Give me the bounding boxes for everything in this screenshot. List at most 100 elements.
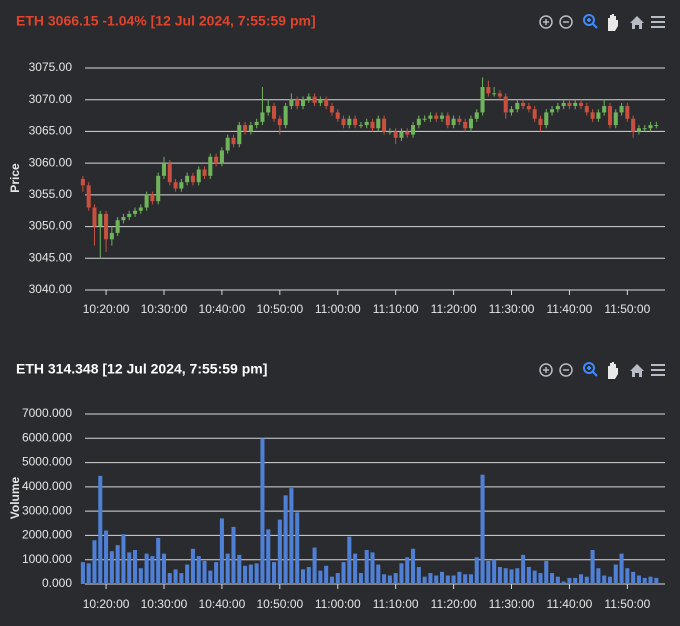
bar bbox=[596, 568, 601, 584]
bar bbox=[104, 530, 109, 584]
bar bbox=[480, 474, 485, 584]
bar bbox=[161, 553, 167, 584]
bar bbox=[405, 557, 410, 584]
bar bbox=[468, 574, 473, 584]
candle-body bbox=[208, 156, 213, 176]
candle-body bbox=[474, 112, 479, 119]
reset[interactable] bbox=[630, 364, 644, 377]
zoom-in[interactable] bbox=[539, 363, 553, 377]
candle-body bbox=[214, 156, 219, 164]
x-tick-label: 11:00:00 bbox=[315, 597, 361, 611]
bar bbox=[156, 537, 161, 584]
bar bbox=[492, 559, 497, 584]
menu[interactable] bbox=[651, 16, 665, 28]
candle-body bbox=[654, 125, 659, 127]
bar bbox=[578, 574, 584, 584]
zoom-in[interactable] bbox=[539, 15, 553, 29]
candle-body bbox=[468, 118, 473, 129]
y-tick-label: 6000.000 bbox=[22, 430, 72, 444]
bar bbox=[532, 570, 537, 584]
candle-body bbox=[283, 106, 288, 126]
candle-body bbox=[347, 118, 352, 126]
reset[interactable] bbox=[630, 16, 644, 29]
zoom-out[interactable] bbox=[559, 363, 573, 377]
candle-body bbox=[411, 125, 416, 135]
bar bbox=[439, 571, 445, 584]
candle-body bbox=[509, 109, 514, 113]
bar bbox=[474, 557, 479, 584]
y-tick-label: 1000.000 bbox=[22, 552, 72, 566]
candle-body bbox=[550, 109, 555, 113]
candle-body bbox=[463, 121, 468, 129]
candle-body bbox=[144, 194, 149, 208]
bar bbox=[602, 575, 607, 584]
bar bbox=[515, 568, 520, 584]
candle-body bbox=[324, 99, 329, 107]
candle-body bbox=[526, 106, 531, 110]
bar bbox=[231, 526, 236, 584]
bar bbox=[567, 577, 572, 584]
candle-body bbox=[387, 131, 392, 133]
bar bbox=[434, 575, 439, 584]
candle-body bbox=[428, 115, 433, 119]
candle-body bbox=[115, 220, 120, 233]
bar bbox=[167, 573, 172, 584]
candle-body bbox=[613, 112, 618, 126]
candle-body bbox=[393, 131, 398, 138]
bar bbox=[411, 548, 416, 584]
candle-body bbox=[312, 96, 317, 103]
candle-body bbox=[185, 175, 190, 183]
pan[interactable] bbox=[608, 14, 618, 31]
bar bbox=[225, 553, 230, 584]
zoom-out[interactable] bbox=[559, 15, 573, 29]
bar bbox=[127, 552, 132, 584]
bar bbox=[173, 569, 178, 584]
bar bbox=[503, 568, 508, 584]
x-tick-label: 10:30:00 bbox=[141, 597, 188, 611]
candle-body bbox=[80, 179, 85, 186]
candle-body bbox=[434, 115, 439, 119]
chart-title: ETH 3066.15 -1.04% [12 Jul 2024, 7:55:59… bbox=[16, 13, 316, 29]
bar bbox=[243, 565, 248, 584]
bar bbox=[590, 550, 595, 584]
candle-body bbox=[329, 106, 334, 113]
x-tick-label: 11:50:00 bbox=[604, 302, 650, 316]
zoom-select[interactable] bbox=[583, 14, 598, 29]
candle-body bbox=[364, 121, 369, 126]
candle-body bbox=[486, 87, 491, 94]
candle-body bbox=[289, 99, 294, 107]
candle-body bbox=[451, 118, 456, 126]
bar bbox=[237, 554, 242, 584]
candle-body bbox=[573, 102, 578, 107]
bar bbox=[92, 540, 97, 584]
candle-body bbox=[382, 118, 387, 132]
candle-body bbox=[422, 118, 427, 120]
candle-body bbox=[173, 182, 178, 189]
candle-body bbox=[260, 112, 265, 122]
y-tick-label: 7000.000 bbox=[22, 406, 72, 420]
candle-body bbox=[439, 115, 445, 119]
bar bbox=[376, 564, 381, 584]
bar bbox=[451, 575, 456, 584]
y-tick-label: 3040.00 bbox=[29, 282, 73, 296]
bar bbox=[364, 550, 369, 584]
candle-body bbox=[376, 118, 381, 129]
bar bbox=[399, 563, 404, 584]
candle-body bbox=[109, 232, 114, 240]
y-tick-label: 5000.000 bbox=[22, 455, 72, 469]
candle-body bbox=[196, 169, 201, 183]
bar bbox=[416, 567, 421, 584]
candle-body bbox=[104, 213, 109, 240]
bar bbox=[144, 553, 149, 584]
menu[interactable] bbox=[651, 364, 665, 376]
candle-body bbox=[497, 93, 502, 97]
bar bbox=[138, 568, 143, 584]
candle-body bbox=[607, 106, 613, 126]
bar bbox=[208, 570, 213, 584]
bar bbox=[625, 568, 630, 584]
y-tick-label: 3065.00 bbox=[29, 124, 73, 138]
pan[interactable] bbox=[608, 362, 618, 379]
bar bbox=[573, 577, 578, 584]
y-tick-label: 3045.00 bbox=[29, 250, 73, 264]
zoom-select[interactable] bbox=[583, 362, 598, 377]
